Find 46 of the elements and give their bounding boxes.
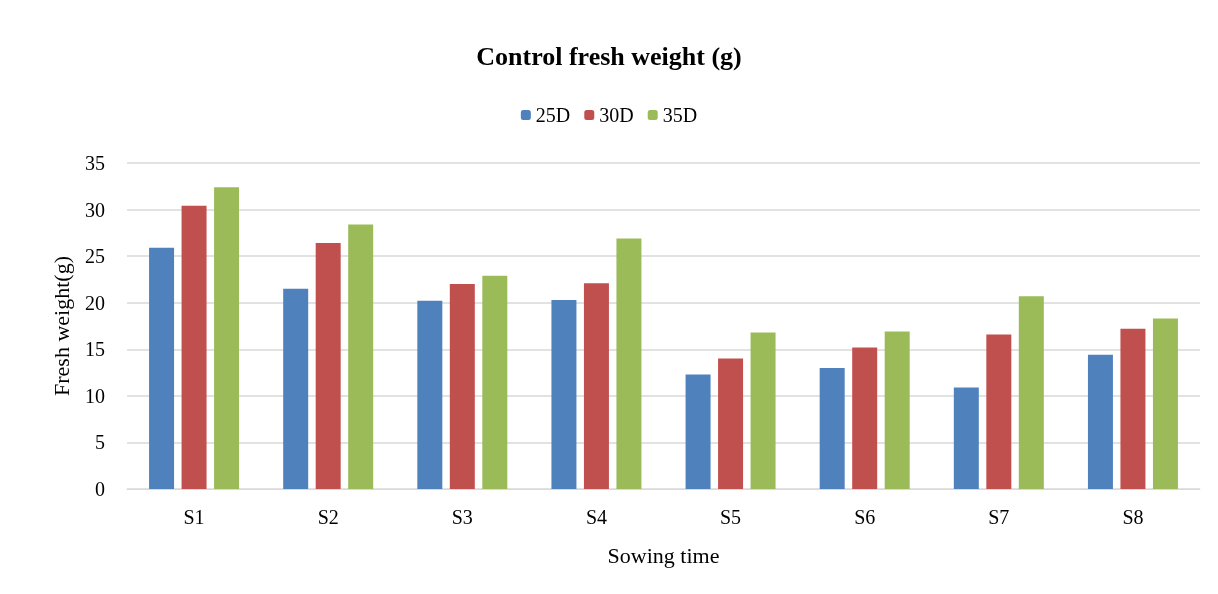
bar <box>1087 354 1113 489</box>
chart-title: Control fresh weight (g) <box>476 41 742 71</box>
bar <box>583 283 609 489</box>
y-tick-label: 15 <box>85 338 105 361</box>
bar <box>819 367 845 489</box>
legend-label: 30D <box>599 104 634 126</box>
bar <box>685 374 711 489</box>
bar <box>449 284 475 489</box>
bar <box>1152 318 1178 489</box>
bar <box>986 334 1012 489</box>
legend-label: 35D <box>662 104 698 126</box>
y-tick-label: 20 <box>85 291 105 314</box>
x-tick-label: S8 <box>1122 506 1144 528</box>
bar <box>551 299 577 489</box>
bar <box>750 332 776 489</box>
x-tick-label: S4 <box>585 506 607 528</box>
y-tick-label: 35 <box>85 152 105 174</box>
bar <box>1120 328 1146 489</box>
bar <box>718 358 744 489</box>
x-tick-label: S7 <box>988 506 1010 528</box>
bar <box>283 288 309 489</box>
legend-label: 25D <box>535 104 571 126</box>
x-tick-label: S6 <box>854 506 876 528</box>
y-tick-label: 0 <box>95 478 105 500</box>
y-tick-label: 5 <box>95 431 105 454</box>
bar <box>953 387 979 489</box>
bar <box>348 224 374 489</box>
x-tick-label: S1 <box>183 506 205 528</box>
bar <box>884 331 910 489</box>
bar <box>616 238 642 489</box>
x-tick-label: S2 <box>317 506 339 528</box>
bar <box>1018 296 1044 489</box>
x-tick-label: S3 <box>451 506 473 528</box>
y-tick-label: 25 <box>85 245 105 268</box>
bar <box>181 205 207 489</box>
bar <box>214 187 240 489</box>
x-axis-title: Sowing time <box>607 542 720 568</box>
y-axis-title: Fresh weight(g) <box>48 256 74 396</box>
bar <box>315 243 341 489</box>
y-tick-label: 30 <box>85 198 105 221</box>
bar <box>149 247 175 489</box>
bar <box>852 347 878 489</box>
x-tick-label: S5 <box>720 506 742 528</box>
y-tick-label: 10 <box>85 384 105 407</box>
bar <box>417 300 443 489</box>
bar <box>482 275 508 489</box>
